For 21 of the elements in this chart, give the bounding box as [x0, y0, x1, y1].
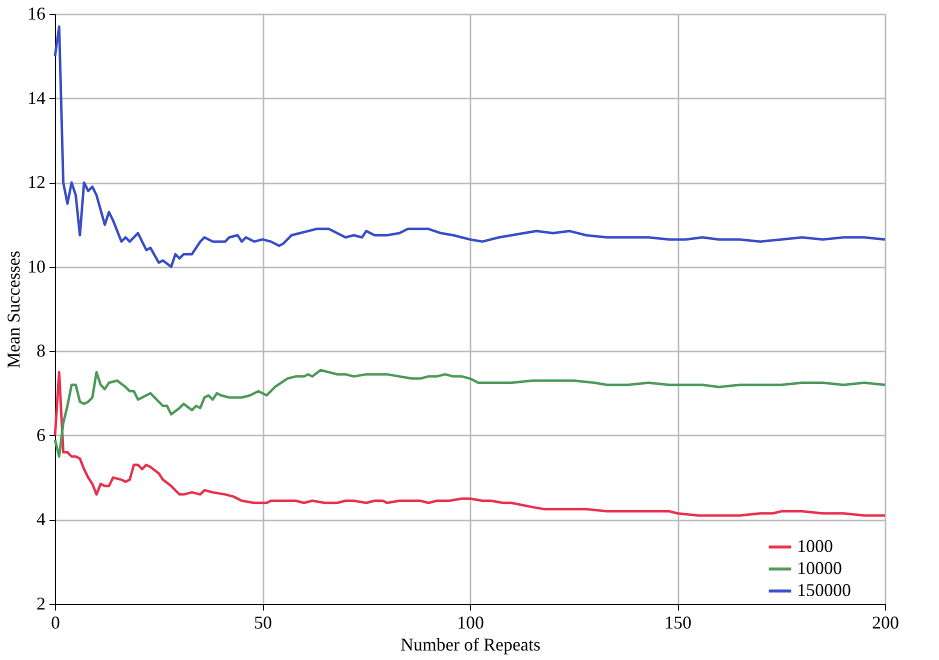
x-tick-label: 150	[664, 612, 692, 632]
y-tick-label: 16	[28, 4, 46, 24]
y-tick-label: 6	[36, 424, 46, 445]
line-series	[54, 370, 886, 517]
legend-label: 10000	[797, 558, 842, 578]
legend-label: 150000	[797, 580, 851, 600]
line-series	[54, 368, 886, 458]
y-tick-label: 14	[28, 88, 46, 108]
x-tick-label: 50	[254, 612, 272, 632]
y-tick-label: 2	[36, 594, 46, 614]
legend-label: 1000	[797, 536, 833, 556]
x-tick-label: 0	[51, 612, 60, 632]
line-series	[54, 25, 886, 268]
y-tick-label: 8	[36, 340, 46, 361]
y-tick-label: 4	[36, 509, 46, 530]
x-axis-title: Number of Repeats	[400, 634, 540, 654]
y-tick-label: 12	[28, 172, 46, 192]
y-axis-title: Mean Successes	[4, 250, 24, 368]
x-tick-label: 200	[872, 612, 899, 632]
x-tick-label: 100	[457, 612, 484, 632]
y-tick-label: 10	[28, 256, 46, 276]
